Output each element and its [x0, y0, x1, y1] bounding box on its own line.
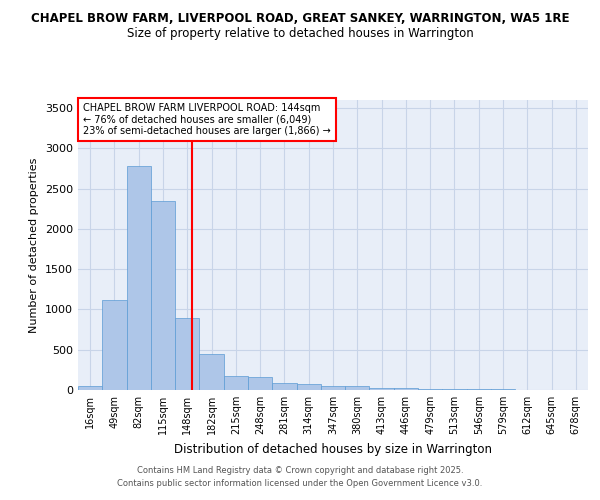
Bar	[199, 354, 224, 390]
Text: CHAPEL BROW FARM LIVERPOOL ROAD: 144sqm
← 76% of detached houses are smaller (6,: CHAPEL BROW FARM LIVERPOOL ROAD: 144sqm …	[83, 103, 331, 136]
Bar	[127, 166, 151, 390]
Bar	[418, 388, 442, 390]
Y-axis label: Number of detached properties: Number of detached properties	[29, 158, 40, 332]
Bar	[272, 383, 296, 390]
Text: Contains HM Land Registry data © Crown copyright and database right 2025.
Contai: Contains HM Land Registry data © Crown c…	[118, 466, 482, 487]
Bar	[321, 386, 345, 390]
X-axis label: Distribution of detached houses by size in Warrington: Distribution of detached houses by size …	[174, 442, 492, 456]
Bar	[394, 388, 418, 390]
Bar	[370, 388, 394, 390]
Bar	[442, 389, 467, 390]
Bar	[345, 386, 370, 390]
Text: CHAPEL BROW FARM, LIVERPOOL ROAD, GREAT SANKEY, WARRINGTON, WA5 1RE: CHAPEL BROW FARM, LIVERPOOL ROAD, GREAT …	[31, 12, 569, 26]
Bar	[224, 376, 248, 390]
Bar	[78, 386, 102, 390]
Bar	[151, 200, 175, 390]
Bar	[296, 384, 321, 390]
Text: Size of property relative to detached houses in Warrington: Size of property relative to detached ho…	[127, 28, 473, 40]
Bar	[175, 318, 199, 390]
Bar	[248, 377, 272, 390]
Bar	[467, 389, 491, 390]
Bar	[102, 300, 127, 390]
